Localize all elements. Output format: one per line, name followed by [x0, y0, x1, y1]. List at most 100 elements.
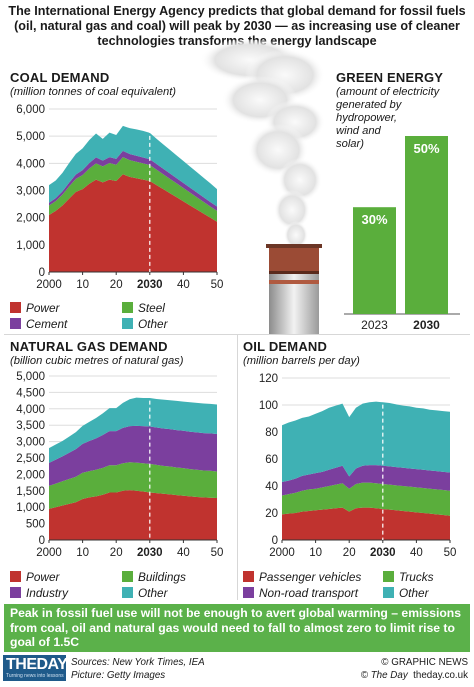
oil-legend-passenger-vehicles-label: Passenger vehicles	[259, 570, 362, 584]
coal-ytick-label: 5,000	[16, 131, 45, 143]
gas-area-power	[49, 490, 217, 540]
green-chart: 30% 2023 50% 2030	[344, 136, 460, 332]
gas-subtitle: (billion cubic metres of natural gas)	[10, 355, 184, 367]
oil-legend-non-road-transport-label: Non-road transport	[259, 586, 359, 600]
green-subtitle-line-5: solar)	[336, 138, 364, 150]
oil-legend-trucks-swatch	[383, 571, 394, 582]
oil-xtick-label: 2030	[370, 547, 396, 559]
gas-ytick-label: 0	[39, 535, 45, 547]
coal-subtitle: (million tonnes of coal equivalent)	[10, 86, 177, 98]
coal-legend-power-swatch	[10, 302, 21, 313]
gas-xtick-label: 10	[76, 547, 89, 559]
coal-legend-steel-label: Steel	[138, 301, 165, 315]
oil-area-other	[282, 401, 450, 482]
gas-ytick-label: 4,500	[16, 387, 45, 399]
graphic-news-credit: © GRAPHIC NEWS	[381, 657, 468, 668]
logo-tagline: Turning news into lessons	[6, 673, 64, 679]
coal-legend-other-label: Other	[138, 317, 168, 331]
gas-xtick-label: 50	[211, 547, 224, 559]
coal-legend-power: Power	[10, 301, 59, 315]
coal-ytick-label: 1,000	[16, 240, 45, 252]
coal-area-cement	[49, 150, 217, 211]
gas-legend-power-label: Power	[26, 570, 60, 584]
coal-xtick-label: 50	[211, 279, 224, 291]
oil-legend-passenger-vehicles-swatch	[243, 571, 254, 582]
green-title: GREEN ENERGY	[336, 70, 444, 85]
coal-xtick-label: 40	[177, 279, 190, 291]
gas-area-buildings	[49, 462, 217, 509]
coal-area-power	[49, 174, 217, 272]
oil-chart: 0 20 40 60 80 100 120 2000 10 20 2030 40 50	[259, 373, 457, 559]
gas-ytick-label: 3,000	[16, 437, 45, 449]
gas-title: NATURAL GAS DEMAND	[10, 339, 168, 354]
coal-legend-steel: Steel	[122, 301, 165, 315]
gas-legend-industry: Industry	[10, 586, 68, 600]
green-bar-value-label: 50%	[413, 141, 439, 156]
the-day-site-link[interactable]: theday.co.uk	[413, 670, 468, 681]
oil-legend-non-road-transport-swatch	[243, 587, 254, 598]
oil-ytick-label: 20	[265, 508, 278, 520]
gas-legend-other-label: Other	[138, 586, 168, 600]
the-day-credit: © The Day theday.co.uk	[361, 670, 468, 681]
oil-legend-passenger-vehicles: Passenger vehicles	[243, 570, 361, 584]
oil-xtick-label: 10	[309, 547, 322, 559]
coal-ytick-label: 6,000	[16, 104, 45, 116]
oil-legend-non-road-transport: Non-road transport	[243, 586, 358, 600]
coal-legend-other-swatch	[122, 318, 133, 329]
oil-legend-trucks-label: Trucks	[399, 570, 434, 584]
the-day-copyright: © The Day	[360, 670, 408, 681]
oil-subtitle: (million barrels per day)	[243, 355, 360, 367]
green-subtitle-line-4: wind and	[336, 125, 381, 137]
the-day-logo-icon[interactable]: THEDAY Turning news into lessons	[3, 655, 68, 681]
coal-xtick-label: 20	[110, 279, 123, 291]
green-subtitle-line-1: (amount of electricity	[336, 86, 440, 98]
oil-area-trucks	[282, 482, 450, 516]
gas-legend-industry-label: Industry	[26, 586, 68, 600]
oil-area-non-road-transport	[282, 465, 450, 496]
gas-ytick-label: 2,500	[16, 453, 45, 465]
oil-xtick-label: 20	[343, 547, 356, 559]
coal-legend: Power Steel Cement Other	[10, 301, 230, 333]
oil-legend-trucks: Trucks	[383, 570, 434, 584]
gas-xtick-label: 2030	[137, 547, 163, 559]
oil-ytick-label: 40	[265, 481, 278, 493]
gas-xtick-label: 20	[110, 547, 123, 559]
gas-area-industry	[49, 425, 217, 486]
gas-ytick-label: 2,000	[16, 469, 45, 481]
oil-ytick-label: 60	[265, 454, 278, 466]
coal-legend-cement: Cement	[10, 317, 67, 331]
coal-ytick-label: 2,000	[16, 213, 45, 225]
conclusion-banner: Peak in fossil fuel use will not be enou…	[4, 604, 470, 652]
oil-ytick-label: 0	[272, 535, 278, 547]
gas-ytick-label: 500	[26, 519, 45, 531]
green-subtitle-line-3: hydropower,	[336, 112, 397, 124]
coal-ytick-label: 0	[39, 267, 45, 279]
section-divider-vertical	[237, 334, 238, 600]
coal-area-other	[49, 125, 217, 207]
oil-title: OIL DEMAND	[243, 339, 328, 354]
headline: The International Energy Agency predicts…	[8, 4, 466, 48]
oil-ytick-label: 100	[259, 400, 278, 412]
sources-credit: Sources: New York Times, IEA	[71, 657, 205, 668]
gas-xtick-label: 2000	[36, 547, 62, 559]
gas-legend-buildings-swatch	[122, 571, 133, 582]
green-bar-value-label: 30%	[361, 212, 387, 227]
oil-xtick-label: 40	[410, 547, 423, 559]
gas-legend-other-swatch	[122, 587, 133, 598]
gas-legend-industry-swatch	[10, 587, 21, 598]
coal-legend-steel-swatch	[122, 302, 133, 313]
gas-ytick-label: 3,500	[16, 420, 45, 432]
gas-ytick-label: 4,000	[16, 404, 45, 416]
gas-ytick-label: 1,000	[16, 502, 45, 514]
green-category-label: 2023	[361, 318, 388, 332]
coal-legend-cement-label: Cement	[26, 317, 68, 331]
smokestack-photo-icon	[200, 40, 325, 335]
gas-legend-buildings-label: Buildings	[138, 570, 186, 584]
gas-legend-power: Power	[10, 570, 59, 584]
green-bar-2030	[405, 136, 448, 314]
gas-area-other	[49, 397, 217, 463]
green-category-label: 2030	[413, 318, 440, 332]
coal-xtick-label: 2030	[137, 279, 163, 291]
oil-ytick-label: 120	[259, 373, 278, 385]
gas-legend-power-swatch	[10, 571, 21, 582]
